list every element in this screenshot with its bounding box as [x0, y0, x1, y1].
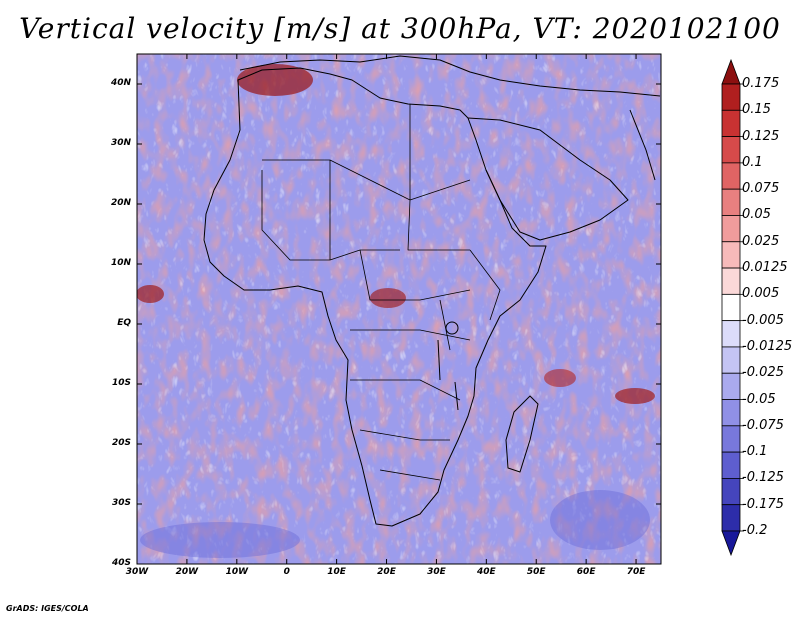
lat-label: 10N	[110, 258, 131, 268]
downdraft-blob-south-atlantic	[140, 522, 300, 558]
colorbar-swatch	[721, 241, 741, 269]
downdraft-blob-mozambique	[550, 490, 650, 550]
colorbar-label: -0.005	[742, 312, 784, 328]
lon-label: 20W	[175, 567, 199, 577]
colorbar-swatch	[721, 136, 741, 164]
colorbar-swatch	[721, 530, 741, 557]
lon-label: 20E	[377, 567, 396, 577]
lake-victoria	[445, 321, 459, 335]
colorbar-label: 0.175	[742, 76, 780, 91]
colorbar-label: 0.05	[742, 207, 771, 223]
country-borders	[261, 104, 501, 481]
colorbar-label: -0.175	[742, 496, 784, 512]
colorbar-swatch	[721, 372, 741, 400]
colorbar-swatch	[721, 399, 741, 427]
noise-white-field	[137, 54, 661, 564]
coastlines-and-borders	[203, 55, 661, 527]
lat-label: 40S	[111, 558, 131, 568]
colorbar-swatch	[721, 504, 741, 532]
lat-label: 20S	[111, 438, 131, 448]
chart-title: Vertical velocity [m/s] at 300hPa, VT: 2…	[19, 12, 781, 45]
lat-label: EQ	[117, 318, 131, 328]
colorbar-label: -0.1	[742, 444, 768, 460]
colorbar-swatch	[721, 425, 741, 453]
lon-label: 40E	[476, 567, 496, 577]
colorbar-swatch	[721, 188, 741, 216]
lon-label: 10E	[327, 567, 346, 577]
lat-label: 30S	[111, 498, 131, 508]
updraft-blob-congo	[370, 288, 406, 308]
lat-label: 20N	[110, 198, 131, 208]
colorbar-swatch	[721, 162, 741, 190]
colorbar-swatch	[721, 83, 741, 111]
updraft-blob-atlantic	[137, 285, 164, 303]
arabia-coastline	[467, 117, 629, 241]
colorbar	[721, 58, 744, 557]
lon-label: 30W	[125, 567, 149, 577]
lon-label: 70E	[626, 567, 646, 577]
colorbar-swatch	[721, 346, 741, 374]
colorbar-label: -0.0125	[742, 338, 793, 354]
axis-ticks	[136, 54, 661, 565]
lon-label: 30E	[427, 567, 446, 577]
lat-label: 40N	[110, 78, 131, 88]
colorbar-label: -0.125	[742, 470, 784, 486]
colorbar-label: 0.025	[742, 233, 780, 249]
colorbar-swatch	[721, 451, 741, 479]
colorbar-label: -0.025	[742, 365, 784, 381]
lon-label: 0	[283, 567, 290, 577]
colorbar-label: 0.125	[742, 128, 780, 144]
colorbar-swatch	[721, 320, 741, 348]
colorbar-label: -0.075	[742, 417, 784, 433]
colorbar-swatch	[721, 58, 741, 85]
india-coastline	[629, 109, 656, 181]
europe-coastline	[239, 55, 661, 97]
credit-text: GrADS: IGES/COLA	[6, 604, 89, 613]
colorbar-label: 0.005	[742, 286, 780, 302]
colorbar-label: 0.0125	[742, 260, 788, 276]
africa-coastline	[203, 67, 547, 527]
lon-label: 10W	[225, 567, 249, 577]
colorbar-swatch	[721, 267, 741, 295]
colorbar-swatch	[721, 478, 741, 506]
lake-malawi	[454, 381, 459, 411]
colorbar-label: -0.05	[742, 391, 776, 407]
lat-label: 10S	[111, 378, 131, 388]
colorbar-swatch	[721, 215, 741, 243]
madagascar-coastline	[505, 395, 539, 473]
colorbar-label: 0.075	[742, 181, 780, 197]
lat-label: 30N	[110, 138, 131, 148]
lake-tanganyika	[437, 339, 441, 381]
colorbar-label: 0.15	[742, 102, 771, 118]
colorbar-swatch	[721, 109, 741, 137]
colorbar-swatch	[721, 293, 741, 322]
colorbar-label: 0.1	[742, 154, 763, 170]
colorbar-label: -0.2	[742, 523, 768, 538]
updraft-blob-indian-ocean	[615, 388, 655, 404]
lon-label: 60E	[576, 567, 596, 577]
plot-frame	[136, 53, 662, 565]
updraft-blob-indian-ocean-2	[544, 369, 576, 387]
lon-label: 50E	[526, 567, 546, 577]
